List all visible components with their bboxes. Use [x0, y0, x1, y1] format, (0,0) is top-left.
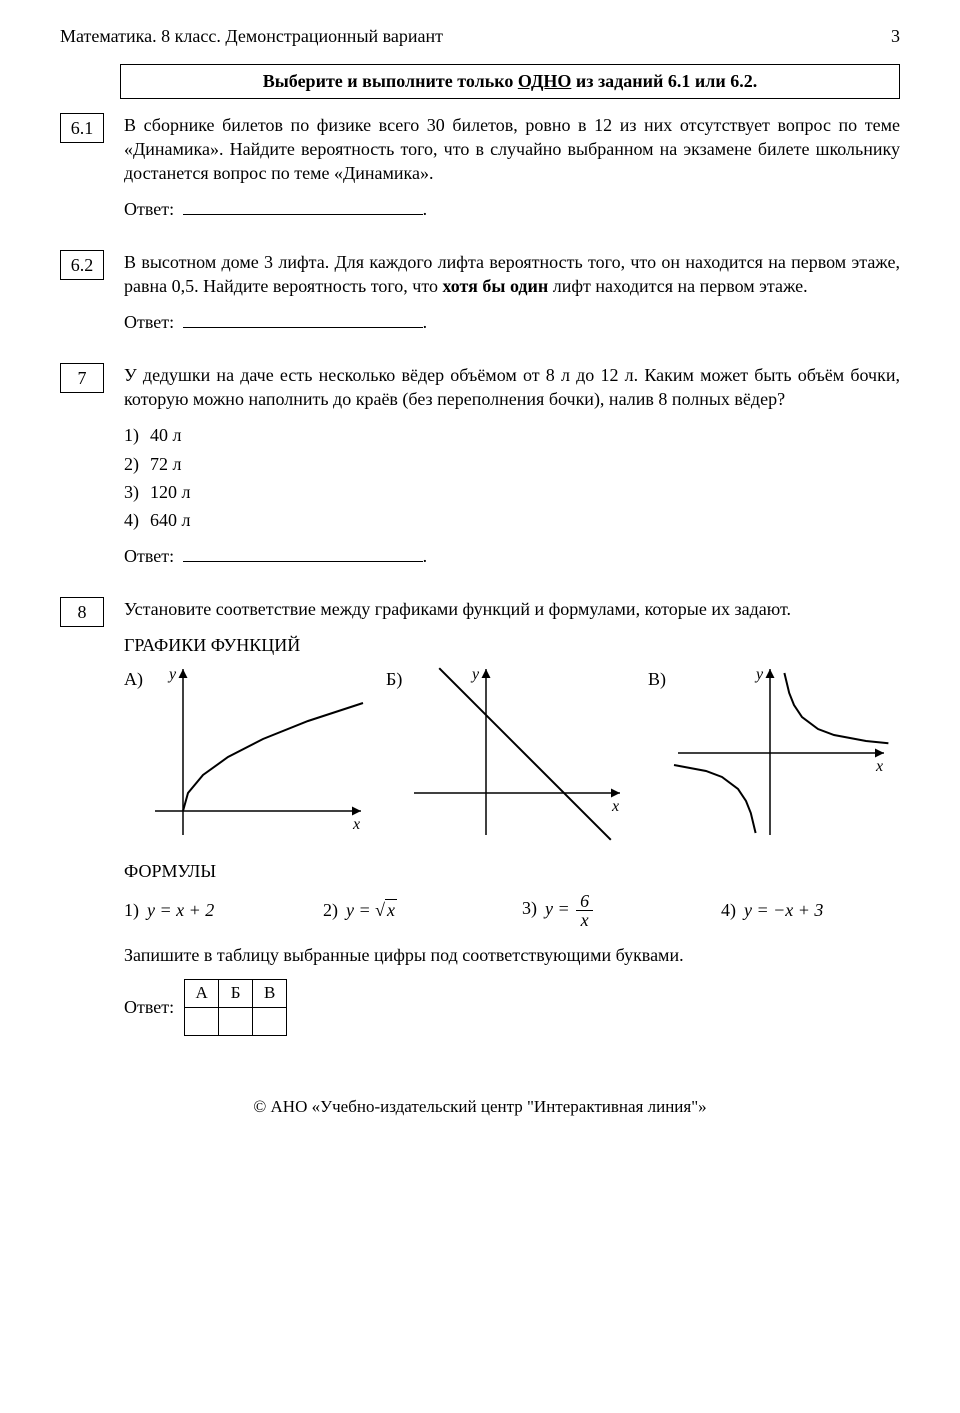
- option-value: 40 л: [150, 425, 181, 445]
- formula-num: 3): [522, 898, 537, 918]
- answer-row: Ответ: .: [124, 197, 900, 221]
- option-num: 2): [124, 452, 150, 476]
- svg-text:y: y: [470, 666, 480, 683]
- graph-a: А) yx: [124, 663, 376, 843]
- svg-text:x: x: [611, 798, 619, 815]
- frac-top: 6: [576, 892, 593, 911]
- formula-2: 2)y = √x: [323, 898, 502, 922]
- formula-prefix: y =: [346, 900, 375, 920]
- formula-prefix: y =: [545, 898, 574, 918]
- formulas-title: ФОРМУЛЫ: [124, 859, 900, 883]
- chart-c-svg: yx: [670, 663, 890, 843]
- instruction-prefix: Выберите и выполните только: [263, 71, 518, 91]
- grid-cell[interactable]: [219, 1007, 253, 1035]
- formula-radicand: x: [385, 899, 397, 920]
- option: 3)120 л: [124, 480, 900, 504]
- task-7: 7 У дедушки на даче есть несколько вёдер…: [60, 363, 900, 569]
- formula-num: 4): [721, 900, 736, 920]
- instruction-emph: ОДНО: [518, 71, 572, 91]
- task-text-after: лифт находится на первом этаже.: [548, 276, 807, 296]
- footer: © АНО «Учебно-издательский центр "Интера…: [60, 1096, 900, 1119]
- header-title: Математика. 8 класс. Демонстрационный ва…: [60, 24, 443, 48]
- option: 4)640 л: [124, 508, 900, 532]
- task-number: 7: [60, 363, 104, 393]
- task-text: В высотном доме 3 лифта. Для каждого лиф…: [124, 250, 900, 299]
- option-value: 72 л: [150, 454, 181, 474]
- task-8: 8 Установите соответствие между графикам…: [60, 597, 900, 1036]
- graph-label-c: В): [648, 667, 666, 691]
- task-text-bold: хотя бы один: [442, 276, 548, 296]
- formula-expr: y = −x + 3: [744, 900, 823, 920]
- grid-cell[interactable]: [253, 1007, 287, 1035]
- task-number: 6.2: [60, 250, 104, 280]
- svg-text:y: y: [754, 666, 764, 683]
- grid-cell[interactable]: [185, 1007, 219, 1035]
- answer-row: Ответ: .: [124, 544, 900, 568]
- option-num: 3): [124, 480, 150, 504]
- graphs-row: А) yx Б) yx В) yx: [124, 663, 900, 843]
- option-value: 120 л: [150, 482, 190, 502]
- page-number: 3: [891, 24, 900, 48]
- answer-label: Ответ:: [124, 995, 174, 1019]
- formula-1: 1) y = x + 2: [124, 898, 303, 922]
- task-number: 8: [60, 597, 104, 627]
- graphs-title: ГРАФИКИ ФУНКЦИЙ: [124, 633, 900, 657]
- formula-num: 1): [124, 900, 139, 920]
- formula-3: 3) y = 6x: [522, 892, 701, 929]
- answer-blank[interactable]: [183, 544, 423, 562]
- answer-with-table: Ответ: А Б В: [124, 979, 900, 1036]
- task-text: Установите соответствие между графиками …: [124, 597, 900, 621]
- formula-expr: y = x + 2: [147, 900, 214, 920]
- formula-4: 4) y = −x + 3: [721, 898, 900, 922]
- graph-b: Б) yx: [386, 663, 638, 843]
- option: 1)40 л: [124, 423, 900, 447]
- page-header: Математика. 8 класс. Демонстрационный ва…: [60, 24, 900, 48]
- grid-header: Б: [219, 979, 253, 1007]
- graph-label-b: Б): [386, 667, 402, 691]
- answer-label: Ответ:: [124, 199, 174, 219]
- formula-num: 2): [323, 900, 338, 920]
- chart-b-svg: yx: [406, 663, 626, 843]
- task-6-2: 6.2 В высотном доме 3 лифта. Для каждого…: [60, 250, 900, 335]
- answer-blank[interactable]: [183, 197, 423, 215]
- grid-header: А: [185, 979, 219, 1007]
- option-num: 4): [124, 508, 150, 532]
- answer-grid: А Б В: [184, 979, 287, 1036]
- answer-label: Ответ:: [124, 546, 174, 566]
- option: 2)72 л: [124, 452, 900, 476]
- task-text: В сборнике билетов по физике всего 30 би…: [124, 113, 900, 186]
- task-number: 6.1: [60, 113, 104, 143]
- answer-blank[interactable]: [183, 310, 423, 328]
- graph-label-a: А): [124, 667, 143, 691]
- chart-a-svg: yx: [147, 663, 367, 843]
- graph-c: В) yx: [648, 663, 900, 843]
- instruction-box: Выберите и выполните только ОДНО из зада…: [120, 64, 900, 98]
- svg-text:x: x: [875, 758, 883, 775]
- option-value: 640 л: [150, 510, 190, 530]
- table-instruction: Запишите в таблицу выбранные цифры под с…: [124, 943, 900, 967]
- task-text: У дедушки на даче есть несколько вёдер о…: [124, 363, 900, 412]
- answer-label: Ответ:: [124, 312, 174, 332]
- instruction-suffix: из заданий 6.1 или 6.2.: [571, 71, 757, 91]
- options-list: 1)40 л 2)72 л 3)120 л 4)640 л: [124, 423, 900, 532]
- task-6-1: 6.1 В сборнике билетов по физике всего 3…: [60, 113, 900, 222]
- answer-row: Ответ: .: [124, 310, 900, 334]
- option-num: 1): [124, 423, 150, 447]
- grid-header: В: [253, 979, 287, 1007]
- svg-text:y: y: [167, 666, 177, 683]
- frac-bot: x: [577, 911, 593, 929]
- svg-text:x: x: [352, 816, 360, 833]
- formulas-row: 1)y = x + 2 2)y = √x 3)y = 6x 4)y = −x +…: [124, 892, 900, 929]
